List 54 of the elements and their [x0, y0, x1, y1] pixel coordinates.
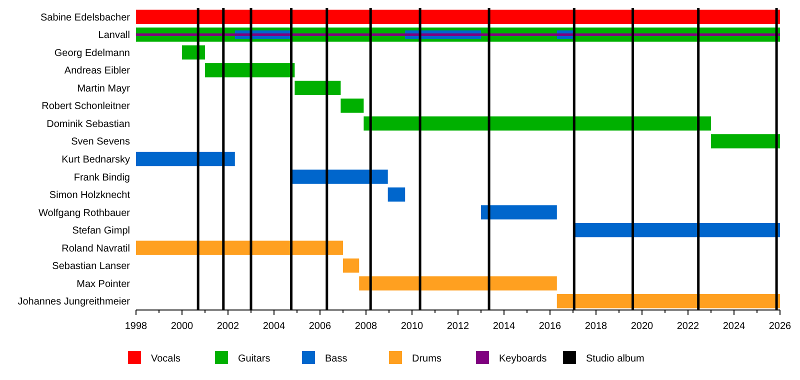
y-tick-label: Kurt Bednarsky	[62, 154, 130, 166]
legend-label: Bass	[325, 354, 348, 364]
legend-label: Guitars	[238, 354, 270, 364]
x-tick-label: 2002	[216, 321, 240, 332]
legend-label: Vocals	[151, 354, 180, 364]
bar	[359, 276, 557, 290]
y-tick-label: Lanvall	[98, 30, 130, 42]
x-tick-label: 2010	[400, 321, 424, 332]
y-tick-label: Georg Edelmann	[54, 48, 130, 59]
bar	[556, 294, 780, 308]
x-tick-label: 2018	[584, 321, 608, 332]
x-tick-label: 2004	[262, 321, 286, 332]
x-tick-label: 2024	[722, 321, 746, 332]
bar	[388, 187, 406, 202]
y-tick-label: Wolfgang Rothbauer	[38, 208, 131, 219]
text: Studio album	[586, 354, 644, 364]
y-tick-label: Stefan Gimpl	[72, 226, 130, 237]
bar	[136, 152, 235, 166]
x-tick-label: 1998	[124, 321, 148, 332]
x-tick-label: 2026	[768, 321, 792, 332]
x-tick-label: 2022	[676, 321, 700, 332]
y-tick-label: Sven Sevens	[71, 136, 130, 148]
bar	[136, 10, 780, 24]
bar	[343, 258, 360, 273]
y-tick-label: Roland Navratil	[62, 243, 130, 254]
y-tick-label: Sebastian Lanser	[52, 261, 131, 272]
y-tick-label: Andreas Eibler	[64, 66, 131, 77]
bar	[136, 240, 343, 255]
y-tick-label: Dominik Sebastian	[46, 118, 130, 130]
y-tick-label: Robert Schonleitner	[42, 101, 131, 112]
bar	[711, 134, 780, 148]
x-tick-label: 2016	[538, 321, 562, 332]
y-tick-label: Johannes Jungreithmeier	[18, 296, 131, 308]
bar	[481, 205, 557, 220]
bar	[292, 170, 388, 184]
bar	[340, 98, 364, 113]
legend-label: Drums	[412, 354, 442, 364]
legend-label: Keyboards	[499, 354, 547, 364]
y-tick-label: Max Pointer	[76, 278, 131, 290]
x-tick-label: 2000	[170, 321, 194, 332]
x-tick-label: 2014	[492, 321, 516, 332]
bar	[294, 80, 341, 96]
x-tick-label: 2020	[630, 321, 654, 332]
x-tick-label: 2006	[308, 321, 332, 332]
x-tick-label: 2008	[354, 321, 378, 332]
x-tick-label: 2012	[446, 321, 470, 332]
bar	[364, 116, 711, 131]
bar	[136, 33, 780, 36]
bar	[574, 222, 780, 238]
y-tick-label: Frank Bindig	[74, 172, 130, 184]
y-tick-label: Simon Holzknecht	[49, 190, 130, 202]
bar	[205, 63, 295, 78]
y-tick-label: Martin Mayr	[77, 83, 131, 94]
y-tick-label: Sabine Edelsbacher	[40, 12, 131, 24]
